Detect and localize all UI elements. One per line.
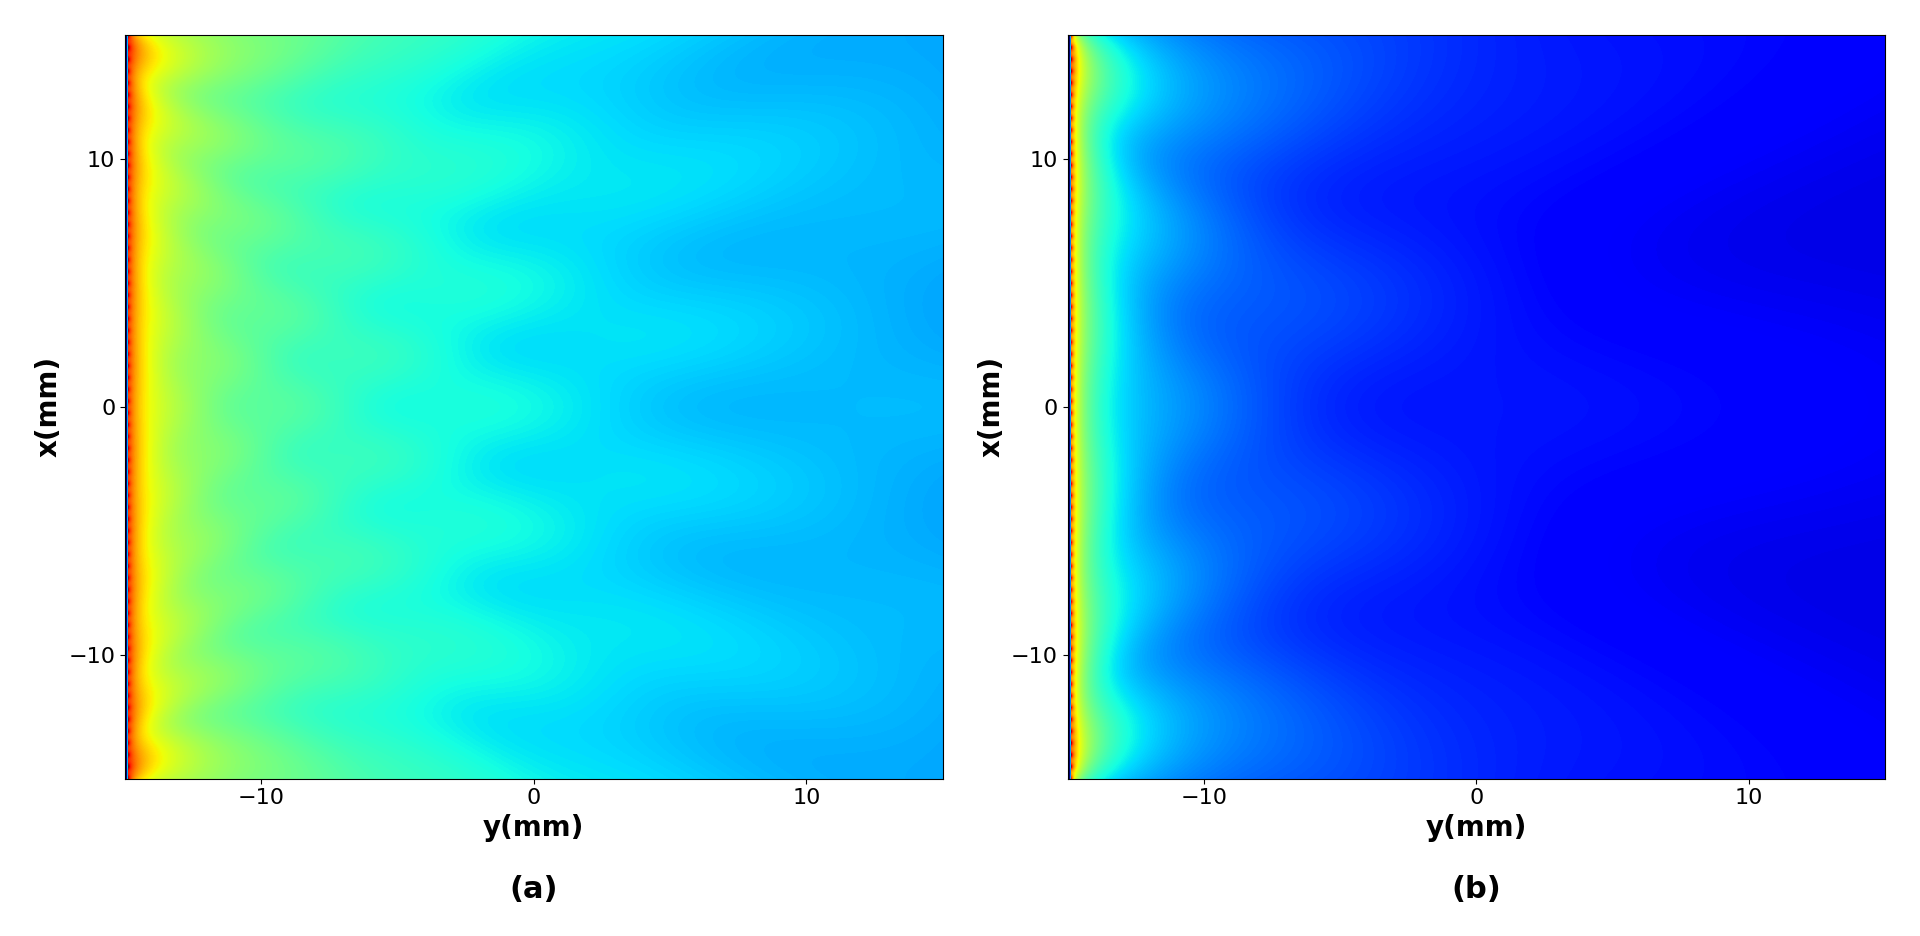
Text: (a): (a) (509, 875, 559, 904)
Y-axis label: x(mm): x(mm) (977, 356, 1006, 457)
Text: (b): (b) (1452, 875, 1501, 904)
Y-axis label: x(mm): x(mm) (35, 356, 63, 457)
X-axis label: y(mm): y(mm) (484, 814, 584, 841)
X-axis label: y(mm): y(mm) (1427, 814, 1526, 841)
